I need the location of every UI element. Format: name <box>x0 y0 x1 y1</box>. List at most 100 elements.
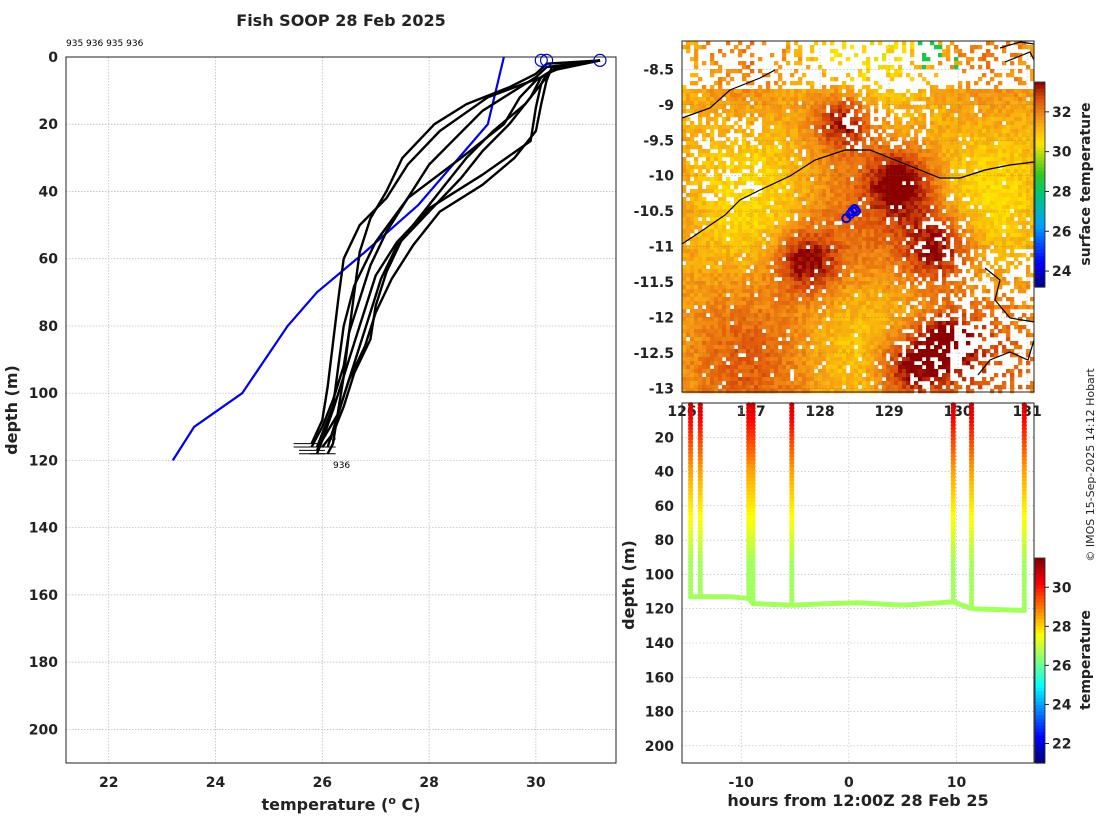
sst-pixel <box>986 129 991 134</box>
sst-pixel <box>918 185 923 190</box>
sst-pixel <box>822 237 827 242</box>
sst-pixel <box>942 93 947 98</box>
sst-pixel <box>798 185 803 190</box>
sst-pixel <box>954 157 959 162</box>
sst-pixel <box>786 313 791 318</box>
sst-pixel <box>874 225 879 230</box>
sst-pixel <box>938 229 943 234</box>
sst-pixel <box>774 269 779 274</box>
sst-pixel <box>858 73 863 78</box>
sst-pixel <box>1014 233 1019 238</box>
sst-pixel <box>946 89 951 94</box>
sst-pixel <box>890 201 895 206</box>
sst-pixel <box>682 201 687 206</box>
sst-pixel <box>754 101 759 106</box>
sst-pixel <box>774 313 779 318</box>
sst-pixel <box>970 221 975 226</box>
sst-pixel <box>770 297 775 302</box>
sst-pixel <box>802 257 807 262</box>
sst-pixel <box>1006 121 1011 126</box>
sst-pixel <box>838 305 843 310</box>
sst-pixel <box>974 205 979 210</box>
sst-pixel <box>1002 229 1007 234</box>
profile-y-tick-label: 20 <box>39 117 59 133</box>
sst-pixel <box>930 137 935 142</box>
sst-pixel <box>734 245 739 250</box>
sst-pixel <box>994 133 999 138</box>
sst-pixel <box>726 261 731 266</box>
profile-xlabel: temperature (o C) <box>261 794 420 814</box>
sst-pixel <box>766 273 771 278</box>
sst-pixel <box>846 221 851 226</box>
sst-pixel <box>854 249 859 254</box>
sst-pixel <box>690 309 695 314</box>
sst-pixel <box>966 101 971 106</box>
sst-pixel <box>1030 189 1035 194</box>
sst-pixel <box>1018 61 1023 66</box>
sst-pixel <box>1006 297 1011 302</box>
sst-pixel <box>702 113 707 118</box>
sst-pixel <box>782 141 787 146</box>
sst-pixel <box>1030 161 1035 166</box>
sst-pixel <box>786 317 791 322</box>
sst-pixel <box>910 113 915 118</box>
sst-pixel <box>910 189 915 194</box>
sst-pixel <box>886 157 891 162</box>
sst-pixel <box>918 73 923 78</box>
sst-pixel <box>846 253 851 258</box>
sst-pixel <box>950 249 955 254</box>
sst-pixel <box>762 133 767 138</box>
sst-pixel <box>890 77 895 82</box>
sst-pixel <box>922 157 927 162</box>
sst-pixel <box>874 281 879 286</box>
sst-pixel <box>866 181 871 186</box>
sst-pixel <box>970 161 975 166</box>
sst-pixel <box>714 265 719 270</box>
sst-pixel <box>750 177 755 182</box>
sst-pixel <box>734 285 739 290</box>
sst-pixel <box>810 293 815 298</box>
sst-pixel <box>718 305 723 310</box>
sst-pixel <box>850 329 855 334</box>
sst-pixel <box>802 329 807 334</box>
sst-pixel <box>750 89 755 94</box>
sst-pixel <box>1010 157 1015 162</box>
sst-pixel <box>698 221 703 226</box>
sst-pixel <box>946 149 951 154</box>
sst-pixel <box>970 125 975 130</box>
sst-pixel <box>866 133 871 138</box>
sst-pixel <box>830 97 835 102</box>
sst-pixel <box>958 237 963 242</box>
sst-pixel <box>714 209 719 214</box>
sst-pixel <box>822 185 827 190</box>
sst-pixel <box>950 265 955 270</box>
sst-pixel <box>946 217 951 222</box>
sst-pixel <box>698 305 703 310</box>
sst-pixel <box>758 233 763 238</box>
sst-pixel <box>806 305 811 310</box>
sst-pixel <box>998 109 1003 114</box>
sst-pixel <box>974 309 979 314</box>
sst-pixel <box>866 245 871 250</box>
sst-pixel <box>958 141 963 146</box>
sst-pixel <box>942 301 947 306</box>
sst-pixel <box>918 249 923 254</box>
sst-pixel <box>682 129 687 134</box>
sst-pixel <box>786 213 791 218</box>
sst-pixel <box>894 157 899 162</box>
sst-pixel <box>830 201 835 206</box>
sst-pixel <box>706 105 711 110</box>
sst-pixel <box>854 173 859 178</box>
sst-pixel <box>702 249 707 254</box>
sst-pixel <box>882 197 887 202</box>
sst-pixel <box>950 85 955 90</box>
sst-pixel <box>890 181 895 186</box>
sst-pixel <box>798 137 803 142</box>
sst-pixel <box>894 261 899 266</box>
sst-pixel <box>830 193 835 198</box>
sst-pixel <box>958 157 963 162</box>
sst-pixel <box>882 289 887 294</box>
sst-pixel <box>938 41 943 46</box>
sst-pixel <box>1014 105 1019 110</box>
sst-pixel <box>834 269 839 274</box>
